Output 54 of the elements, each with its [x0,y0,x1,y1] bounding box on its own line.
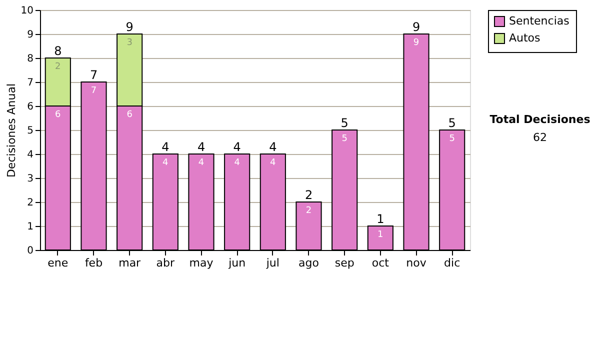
data-label: 4 [270,158,276,168]
y-tick-label: 4 [27,150,34,160]
y-tick-label: 7 [27,78,34,88]
total-label: 1 [376,212,384,226]
total-label: 9 [412,20,420,34]
data-label: 9 [413,38,420,48]
total-label: 4 [269,140,277,154]
x-tick-label: nov [406,256,427,270]
legend-label: Sentencias [509,14,570,28]
data-label: 6 [55,110,62,120]
data-label: 2 [306,206,312,216]
x-tick-label: ago [298,256,320,270]
data-label: 6 [126,110,133,120]
y-axis-title: Decisiones Anual [4,83,18,178]
data-label: 4 [162,158,169,168]
y-tick-label: 5 [27,126,34,136]
x-tick-label: feb [84,256,103,270]
data-label: 7 [90,86,97,96]
y-tick-label: 10 [20,6,34,16]
x-tick-label: ene [48,256,68,270]
total-label: 4 [233,140,241,154]
data-label: 5 [342,134,348,144]
data-label: 5 [449,134,455,144]
x-tick-label: mar [118,256,142,270]
total-label: 4 [162,140,170,154]
text: 62 [533,131,547,144]
total-label: 2 [304,188,313,202]
x-tick-label: may [189,256,214,270]
y-tick-label: 1 [27,222,34,232]
total-label: 8 [54,44,62,58]
legend-label: Autos [509,32,541,44]
data-label: 4 [198,158,204,168]
total-label: 9 [126,20,134,34]
total-label: 5 [448,116,456,130]
data-label: 4 [234,158,240,168]
x-tick-label: abr [156,256,176,270]
y-tick-label: 6 [27,102,34,112]
total-label: 4 [197,140,206,154]
x-tick-label: sep [334,256,354,270]
x-tick-label: jul [265,256,280,270]
data-label: 1 [378,230,384,240]
data-label: 2 [55,62,61,72]
data-label: 3 [126,38,132,48]
total-label: 7 [90,68,98,82]
total-label: 5 [340,116,348,130]
y-tick-label: 8 [27,54,34,64]
y-tick-label: 3 [27,174,34,184]
x-tick-label: oct [372,256,390,270]
y-tick-label: 0 [27,246,34,256]
x-tick-label: dic [444,256,460,270]
y-tick-label: 2 [27,198,34,208]
x-tick-label: jun [228,256,246,270]
text: Total Decisiones [490,113,591,126]
y-tick-label: 9 [27,30,34,40]
